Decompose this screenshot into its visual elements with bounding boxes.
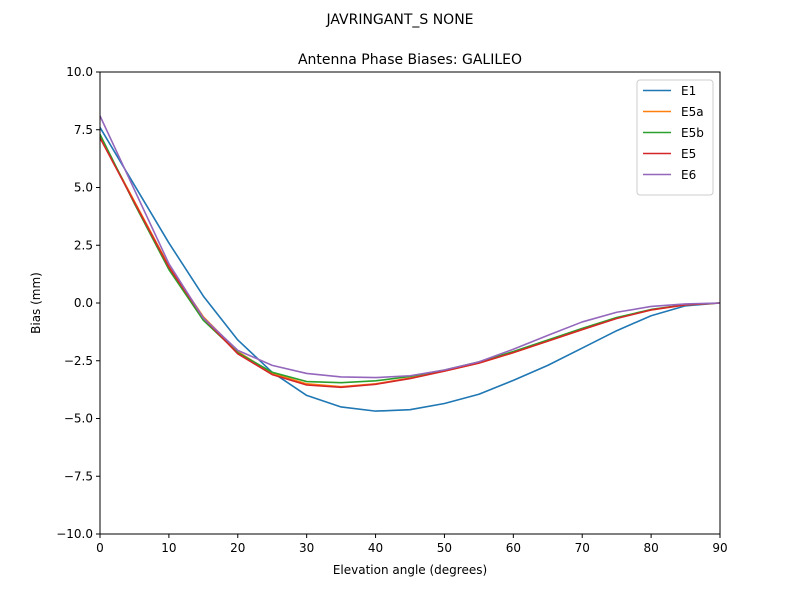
series-line-e1 [99,127,721,412]
legend-label-e5b: E5b [681,126,704,140]
series-line-e6 [99,115,721,379]
y-tick-label: 5.0 [74,181,93,195]
y-tick-label: 0.0 [74,296,93,310]
y-tick-label: 10.0 [66,65,93,79]
x-tick-label: 80 [643,541,658,555]
x-tick-label: 60 [506,541,521,555]
x-tick-label: 30 [299,541,314,555]
chart-title: Antenna Phase Biases: GALILEO [298,52,522,68]
x-tick-label: 40 [368,541,383,555]
legend: E1 E5a E5b E5 E6 [636,79,714,196]
y-tick-label: −10.0 [56,527,93,541]
x-tick-label: 70 [575,541,590,555]
y-tick-label: −7.5 [64,469,93,483]
figure-suptitle: JAVRINGANT_S NONE [325,12,473,28]
x-tick-label: 50 [437,541,452,555]
legend-label-e5: E5 [681,147,696,161]
series-line-e5 [99,137,721,389]
series-line-e5b [99,134,721,384]
y-tick-label: 7.5 [74,123,93,137]
x-axis-label: Elevation angle (degrees) [333,563,487,577]
y-tick-label: −2.5 [64,354,93,368]
y-tick-label: −5.0 [64,412,93,426]
x-tick-label: 20 [230,541,245,555]
legend-label-e1: E1 [681,84,696,98]
series-line-e5a [99,136,721,388]
x-tick-label: 10 [161,541,176,555]
x-tick-label: 90 [712,541,727,555]
x-tick-label: 0 [96,541,104,555]
legend-box [636,79,714,196]
series-layer [99,115,721,412]
x-ticks: 0 10 20 30 40 50 60 70 80 90 [96,534,728,555]
y-axis-label: Bias (mm) [29,272,43,334]
y-tick-label: 2.5 [74,238,93,252]
y-ticks: −10.0 −7.5 −5.0 −2.5 0.0 2.5 5.0 7.5 10.0 [56,65,100,541]
legend-label-e5a: E5a [681,105,704,119]
legend-label-e6: E6 [681,168,696,182]
